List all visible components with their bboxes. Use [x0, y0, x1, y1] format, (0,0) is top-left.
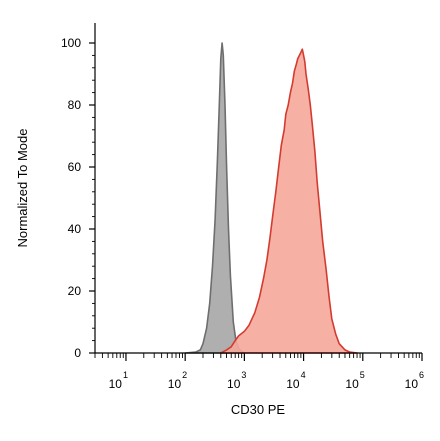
y-tick-label: 40: [68, 222, 82, 236]
y-ticks: 0 20 40 60 80 100: [61, 36, 95, 360]
axes-layer: [94, 23, 422, 354]
x-tick-label-exponent: 1: [123, 370, 128, 380]
x-tick-label-exponent: 3: [241, 370, 246, 380]
x-tick-label-exponent: 5: [360, 370, 365, 380]
histogram-series-2: [220, 48, 358, 354]
x-tick-label-exponent: 2: [182, 370, 187, 380]
histogram-series-1: [184, 42, 246, 354]
x-tick-label: 10: [286, 377, 300, 391]
y-tick-label: 20: [68, 284, 82, 298]
x-tick-label: 10: [227, 377, 241, 391]
x-tick-label: 10: [345, 377, 359, 391]
y-tick-label: 0: [74, 346, 81, 360]
x-tick-label-exponent: 6: [419, 370, 424, 380]
y-tick-label: 80: [68, 98, 82, 112]
x-axis-title: CD30 PE: [231, 402, 286, 417]
x-tick-label: 10: [109, 377, 123, 391]
y-tick-label: 60: [68, 160, 82, 174]
x-tick-label: 10: [168, 377, 182, 391]
x-tick-label-exponent: 4: [301, 370, 306, 380]
series-layer: [184, 42, 358, 354]
x-tick-label: 10: [405, 377, 419, 391]
y-axis-title: Normalized To Mode: [15, 129, 30, 248]
y-tick-label: 100: [61, 36, 81, 50]
